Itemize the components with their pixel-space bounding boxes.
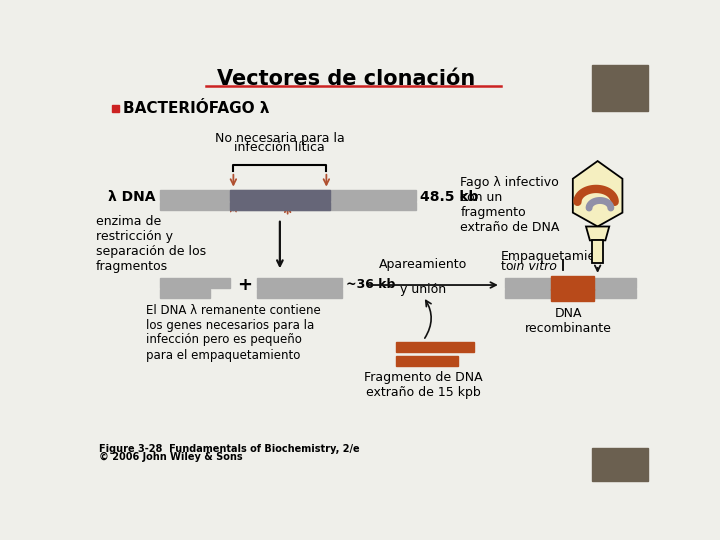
Bar [593,240,603,264]
Bar [112,105,119,112]
Bar [593,65,648,111]
Text: λ DNA: λ DNA [109,190,156,204]
Bar [230,202,330,211]
Bar [230,190,330,201]
Text: El DNA λ remanente contiene
los genes necesarios para la
infección pero es peque: El DNA λ remanente contiene los genes ne… [145,303,320,361]
Bar [505,289,551,298]
Text: enzima de
restricción y
separación de los
fragmentos: enzima de restricción y separación de lo… [96,215,207,273]
Text: +: + [238,276,253,294]
Bar [594,289,636,298]
Text: 48.5 kb: 48.5 kb [420,190,479,204]
Bar [396,342,474,352]
Bar [594,278,636,288]
Text: to: to [500,260,517,273]
Text: Figure 3-28  Fundamentals of Biochemistry, 2/e: Figure 3-28 Fundamentals of Biochemistry… [99,444,360,454]
Text: Vectores de clonación: Vectores de clonación [217,69,475,89]
Text: © 2006 John Wiley & Sons: © 2006 John Wiley & Sons [99,452,243,462]
Text: BACTERIÓFAGO λ: BACTERIÓFAGO λ [122,101,269,116]
Bar [160,202,415,211]
Text: infección lítica: infección lítica [235,141,325,154]
Bar [551,289,594,301]
Bar [505,278,551,288]
Bar [256,289,342,298]
Text: Empaquetamien: Empaquetamien [500,249,604,262]
Bar [593,448,648,481]
Bar [160,278,230,288]
Bar [396,356,458,366]
Text: Fragmento de DNA
extraño de 15 kpb: Fragmento de DNA extraño de 15 kpb [364,372,482,399]
Text: ~36 kb: ~36 kb [346,278,395,291]
Polygon shape [586,226,609,240]
Bar [160,289,210,298]
Text: DNA
recombinante: DNA recombinante [525,307,611,335]
Text: y unión: y unión [400,284,446,296]
Text: Fago λ infectivo
con un
fragmento
extraño de DNA: Fago λ infectivo con un fragmento extrañ… [461,177,560,234]
Text: No necesaria para la: No necesaria para la [215,132,345,145]
Text: in vitro: in vitro [513,260,557,273]
Bar [551,276,594,291]
Text: Apareamiento: Apareamiento [379,258,467,271]
Bar [160,190,415,201]
Bar [256,278,342,288]
Polygon shape [573,161,622,226]
